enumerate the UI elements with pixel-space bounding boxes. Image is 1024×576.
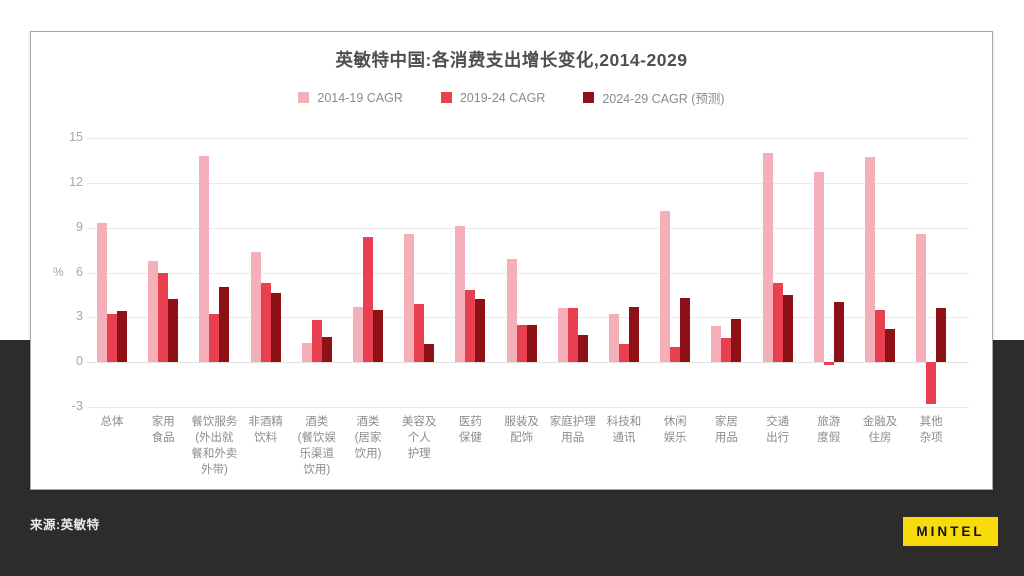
gridline: [87, 362, 969, 364]
bar: [250, 251, 261, 363]
bar: [424, 344, 435, 363]
bar: [609, 314, 619, 363]
bar: [782, 294, 793, 363]
y-tick-label: 0: [76, 354, 83, 369]
bar: [363, 236, 373, 363]
legend-label: 2014-19 CAGR: [317, 90, 403, 105]
bar: [475, 299, 486, 363]
category-label: 旅游 度假: [817, 416, 841, 444]
category-label: 酒类 (居家 饮用): [354, 416, 382, 460]
bar: [516, 324, 527, 363]
category-label: 其他 杂项: [919, 416, 943, 444]
chart-title: 英敏特中国:各消费支出增长变化,2014-2029: [335, 50, 688, 70]
y-tick-label: 3: [76, 309, 83, 324]
category-label: 美容及 个人 护理: [401, 416, 437, 460]
bar: [885, 329, 895, 363]
y-tick-label: 6: [76, 264, 83, 279]
bar: [414, 303, 425, 363]
legend-item: 2019-24 CAGR: [440, 88, 546, 107]
category-label: 科技和 通讯: [606, 416, 642, 444]
category-label: 餐饮服务 (外出就 餐和外卖 外带): [191, 416, 238, 476]
bar: [199, 155, 210, 363]
bar: [301, 342, 312, 363]
y-tick-label: 15: [69, 130, 83, 144]
category-label: 家居 用品: [714, 416, 738, 444]
category-label: 总体: [100, 416, 124, 428]
gridline: [87, 317, 969, 319]
legend-item: 2014-19 CAGR: [298, 88, 403, 107]
gridline: [87, 407, 969, 408]
bar: [721, 338, 732, 363]
bar: [865, 157, 875, 363]
bar: [833, 302, 844, 363]
category-label: 交通 出行: [766, 416, 790, 444]
legend-label: 2024-29 CAGR (预测): [602, 92, 725, 106]
category-label: 医药 保健: [458, 416, 482, 444]
legend-label: 2019-24 CAGR: [459, 90, 546, 105]
bar: [107, 314, 117, 363]
legend: 2014-19 CAGR 2019-24 CAGR 2024-29 CAGR (预测…: [31, 88, 992, 107]
category-label: 酒类 (餐饮娱 乐渠道 饮用): [297, 416, 336, 476]
bar: [148, 260, 159, 363]
source-text: 来源:英敏特: [30, 518, 100, 532]
gridline: [87, 272, 969, 274]
bar: [762, 152, 773, 363]
bar: [772, 283, 783, 363]
bar: [353, 306, 363, 363]
bar: [158, 272, 169, 363]
legend-item: 2024-29 CAGR (预测): [583, 88, 725, 107]
bar: [629, 306, 639, 363]
y-tick-label: 9: [76, 219, 83, 234]
bar: [270, 293, 281, 363]
bar: [926, 362, 937, 404]
bar: [404, 233, 415, 363]
y-tick-label: -3: [71, 399, 83, 413]
legend-swatch-icon: [583, 92, 595, 103]
bar: [936, 308, 947, 363]
bar: [731, 318, 742, 363]
category-label: 家用 食品: [151, 416, 175, 444]
bar: [219, 287, 230, 363]
legend-swatch-icon: [440, 92, 452, 103]
slide-card: 英敏特中国:各消费支出增长变化,2014-2029 2014-19 CAGR 20…: [30, 31, 993, 490]
y-axis-unit-label: %: [53, 265, 64, 279]
legend-swatch-icon: [298, 92, 310, 103]
bar: [711, 326, 722, 363]
bar: [875, 309, 885, 363]
bar: [321, 336, 332, 363]
bar: [557, 308, 568, 363]
gridline: [87, 182, 969, 184]
bar: [311, 320, 322, 363]
bar: [577, 335, 588, 363]
gridline: [87, 138, 969, 139]
bar: [117, 311, 127, 363]
mintel-logo: MINTEL: [903, 517, 998, 546]
category-label: 家庭护理 用品: [549, 416, 596, 444]
bar: [455, 226, 466, 363]
bar: [916, 233, 927, 363]
bar: [660, 211, 671, 363]
category-label: 服装及 配饰: [504, 416, 539, 444]
bar: [567, 308, 578, 363]
category-label: 非酒精 饮料: [248, 416, 283, 444]
category-label: 金融及 住房: [862, 416, 898, 444]
bar: [823, 362, 834, 366]
bar: [619, 344, 629, 363]
bar: [260, 283, 271, 363]
chart-area: % 15 12 9 6 3 0 -3 总体 家用 食品 餐饮服务 (外出就 餐和外卖 外带) 非酒精…: [31, 32, 992, 489]
bar: [506, 259, 517, 363]
bar: [465, 290, 476, 363]
bar: [526, 324, 537, 363]
category-label: 休闲 娱乐: [663, 416, 687, 444]
bar: [168, 299, 179, 363]
bar: [680, 297, 691, 363]
bar: [813, 172, 824, 363]
gridline: [87, 227, 969, 229]
y-tick-label: 12: [69, 174, 83, 189]
bar: [373, 309, 383, 363]
bar: [670, 347, 681, 363]
bar: [209, 314, 220, 363]
bar: [97, 223, 107, 363]
